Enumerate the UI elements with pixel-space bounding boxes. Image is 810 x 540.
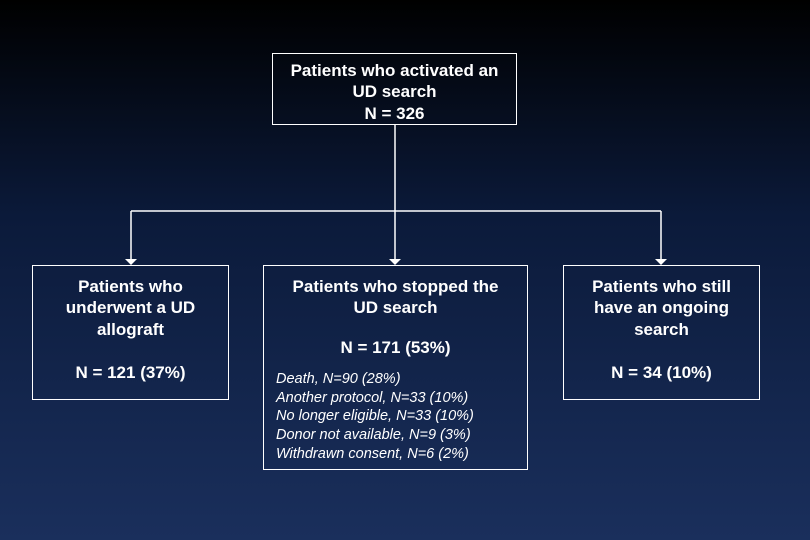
reason-item: Withdrawn consent, N=6 (2%) (276, 445, 517, 464)
left-line3: allograft (41, 319, 220, 340)
reason-item: Donor not available, N=9 (3%) (276, 426, 517, 445)
mid-count: N = 171 (53%) (274, 337, 517, 358)
mid-line1: Patients who stopped the (274, 276, 517, 297)
root-line1: Patients who activated an (281, 60, 508, 81)
left-count: N = 121 (37%) (41, 362, 220, 383)
node-root: Patients who activated an UD search N = … (272, 53, 517, 125)
reason-item: No longer eligible, N=33 (10%) (276, 407, 517, 426)
right-count: N = 34 (10%) (572, 362, 751, 383)
root-count: N = 326 (281, 103, 508, 124)
right-line1: Patients who still (572, 276, 751, 297)
right-line3: search (572, 319, 751, 340)
mid-line2: UD search (274, 297, 517, 318)
right-line2: have an ongoing (572, 297, 751, 318)
node-left: Patients who underwent a UD allograft N … (32, 265, 229, 400)
left-line1: Patients who (41, 276, 220, 297)
root-line2: UD search (281, 81, 508, 102)
reason-item: Another protocol, N=33 (10%) (276, 389, 517, 408)
node-mid: Patients who stopped the UD search N = 1… (263, 265, 528, 470)
left-line2: underwent a UD (41, 297, 220, 318)
reason-item: Death, N=90 (28%) (276, 370, 517, 389)
mid-reasons: Death, N=90 (28%) Another protocol, N=33… (274, 370, 517, 464)
node-right: Patients who still have an ongoing searc… (563, 265, 760, 400)
